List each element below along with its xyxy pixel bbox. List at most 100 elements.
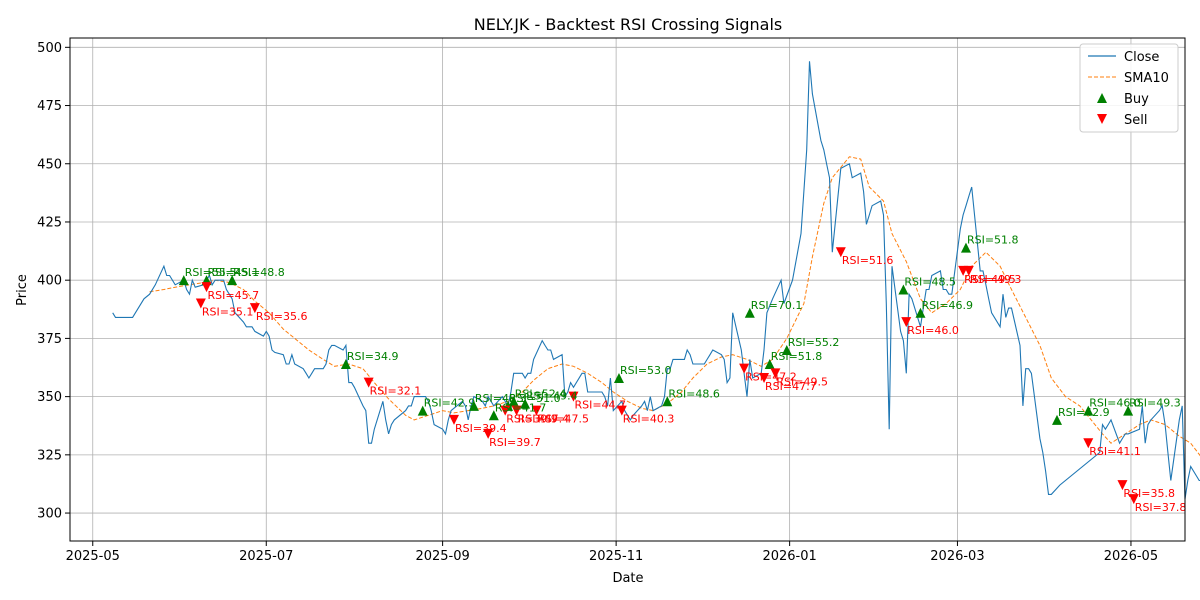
buy-annotation: RSI=42.9: [424, 397, 476, 410]
sell-annotation: RSI=51.6: [842, 254, 894, 267]
buy-marker: [1123, 405, 1134, 416]
sell-annotation: RSI=45.7: [208, 289, 260, 302]
sell-marker: [531, 405, 542, 416]
legend-sell-label: Sell: [1124, 113, 1147, 128]
buy-marker: [508, 396, 519, 407]
buy-marker: [781, 345, 792, 356]
plot-area-frame: [69, 37, 1186, 542]
buy-annotation: RSI=49.3: [1129, 397, 1181, 410]
buy-annotation: RSI=46.9: [921, 299, 973, 312]
x-tick-label: 2025-09: [415, 549, 469, 564]
buy-annotation: RSI=34.9: [347, 350, 399, 363]
sell-annotation: RSI=35.8: [1123, 487, 1175, 500]
buy-annotation: RSI=70.1: [751, 299, 803, 312]
sell-annotation: RSI=37.8: [1135, 501, 1187, 514]
sell-annotation: RSI=35.1: [202, 305, 254, 318]
buy-marker: [417, 405, 428, 416]
sell-annotation: RSI=49.3: [970, 273, 1022, 286]
sell-marker: [1117, 480, 1128, 491]
buy-marker: [488, 410, 499, 421]
buy-marker: [468, 400, 479, 411]
sell-annotation: RSI=39.4: [455, 422, 507, 435]
buy-annotation: RSI=48.5: [904, 276, 956, 289]
buy-annotation: RSI=45.1: [208, 266, 260, 279]
legend-buy-marker: [1097, 93, 1107, 103]
sma10-series: [149, 156, 1200, 457]
signal-markers: [178, 242, 1139, 505]
sell-marker: [739, 363, 750, 374]
sell-annotation: RSI=44.7: [574, 399, 626, 412]
sell-marker: [195, 298, 206, 309]
buy-marker: [898, 284, 909, 295]
x-tick-label: 2025-07: [239, 549, 293, 564]
sell-marker: [249, 303, 260, 314]
buy-marker: [1052, 414, 1063, 425]
sell-annotation: RSI=35.6: [256, 310, 308, 323]
buy-marker: [1083, 405, 1094, 416]
legend-sell-marker: [1097, 114, 1107, 124]
y-tick-label: 450: [37, 157, 62, 172]
buy-marker: [340, 359, 351, 370]
sell-marker: [448, 414, 459, 425]
sell-annotation: RSI=32.1: [370, 385, 422, 398]
buy-marker: [744, 307, 755, 318]
legend-box: [1079, 43, 1179, 133]
buy-annotation: RSI=52.4: [515, 387, 567, 400]
sell-annotation: RSI=39.9: [506, 413, 558, 426]
y-tick-label: 300: [37, 507, 62, 522]
buy-marker: [178, 275, 189, 286]
sma10-line: [149, 156, 1200, 457]
sell-annotation: RSI=40.3: [623, 413, 675, 426]
buy-marker: [915, 307, 926, 318]
sell-annotation: RSI=47.5: [537, 413, 589, 426]
x-axis-label: Date: [612, 571, 643, 586]
x-tick-label: 2026-05: [1104, 549, 1158, 564]
sell-annotation: RSI=47.2: [745, 371, 797, 384]
sell-annotation: RSI=47.4: [518, 413, 570, 426]
sell-marker: [500, 405, 511, 416]
sell-marker: [759, 372, 770, 383]
sell-annotation: RSI=47.7: [765, 380, 817, 393]
x-tick-label: 2025-05: [66, 549, 120, 564]
grid: [70, 38, 1185, 541]
buy-marker: [613, 372, 624, 383]
buy-marker: [520, 398, 531, 409]
buy-annotation: RSI=48.3: [475, 392, 527, 405]
buy-annotation: RSI=55.5: [185, 266, 237, 279]
sell-marker: [483, 428, 494, 439]
sell-marker: [616, 405, 627, 416]
sell-annotation: RSI=49.5: [964, 273, 1016, 286]
legend: Close SMA10 Buy Sell: [1079, 43, 1179, 133]
legend-buy-label: Buy: [1124, 92, 1149, 107]
buy-annotation: RSI=51.8: [967, 234, 1019, 247]
sell-marker: [568, 391, 579, 402]
buy-annotation: RSI=48.6: [668, 387, 720, 400]
buy-marker: [764, 359, 775, 370]
legend-close-label: Close: [1124, 50, 1159, 65]
sell-marker: [835, 247, 846, 258]
sell-marker: [201, 282, 212, 293]
x-tick-label: 2026-03: [930, 549, 984, 564]
y-axis-label: Price: [15, 274, 30, 306]
buy-annotation: RSI=49.4: [526, 390, 578, 403]
buy-annotation: RSI=42.9: [1058, 406, 1110, 419]
sell-annotation: RSI=39.7: [489, 436, 541, 449]
buy-marker: [227, 275, 238, 286]
sell-annotation: RSI=41.1: [1089, 445, 1141, 458]
sell-marker: [363, 377, 374, 388]
buy-marker: [960, 242, 971, 253]
legend-sma10-label: SMA10: [1124, 71, 1169, 86]
x-tick-label: 2025-11: [589, 549, 643, 564]
y-axis-ticks: 300 325 350 375 400 425 450 475 500: [37, 41, 70, 522]
buy-annotation: RSI=41.7: [495, 401, 547, 414]
y-tick-label: 500: [37, 41, 62, 56]
y-tick-label: 350: [37, 390, 62, 405]
buy-annotation: RSI=48.8: [233, 266, 285, 279]
buy-annotation: RSI=46.0: [1089, 397, 1141, 410]
sell-marker: [1083, 438, 1094, 449]
sell-marker: [511, 405, 522, 416]
close-line: [112, 61, 1200, 500]
sell-marker: [1128, 494, 1139, 505]
